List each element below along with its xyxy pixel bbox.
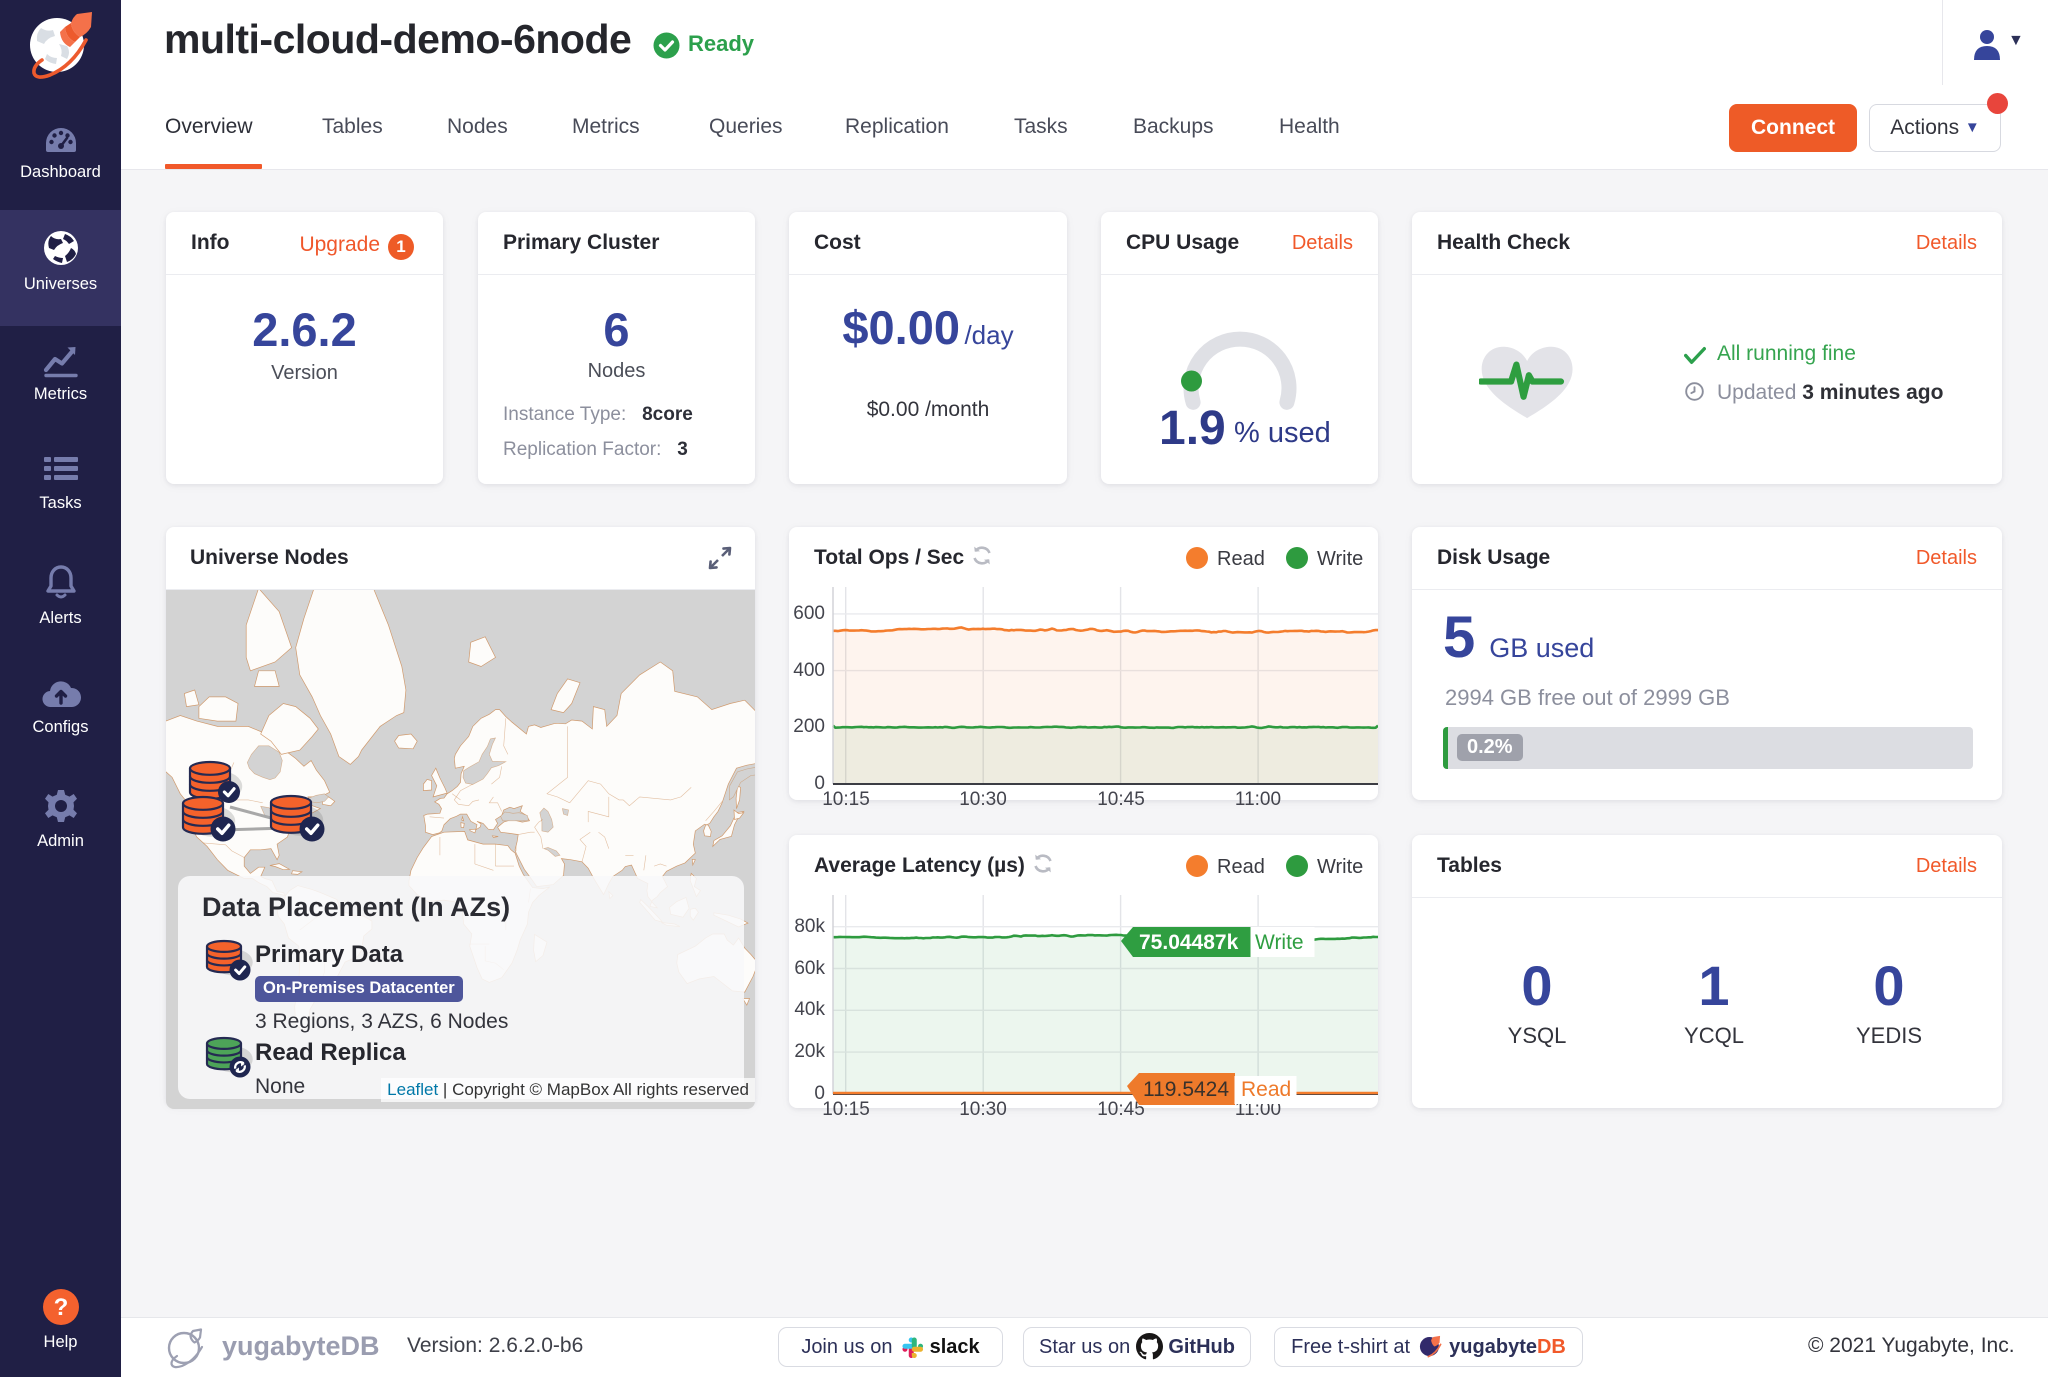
svg-text:119.5424: 119.5424 xyxy=(1143,1078,1229,1101)
svg-text:Read: Read xyxy=(1241,1078,1291,1101)
svg-text:75.04487k: 75.04487k xyxy=(1139,931,1239,954)
svg-text:?: ? xyxy=(53,1294,68,1321)
svg-text:Write: Write xyxy=(1255,931,1304,954)
